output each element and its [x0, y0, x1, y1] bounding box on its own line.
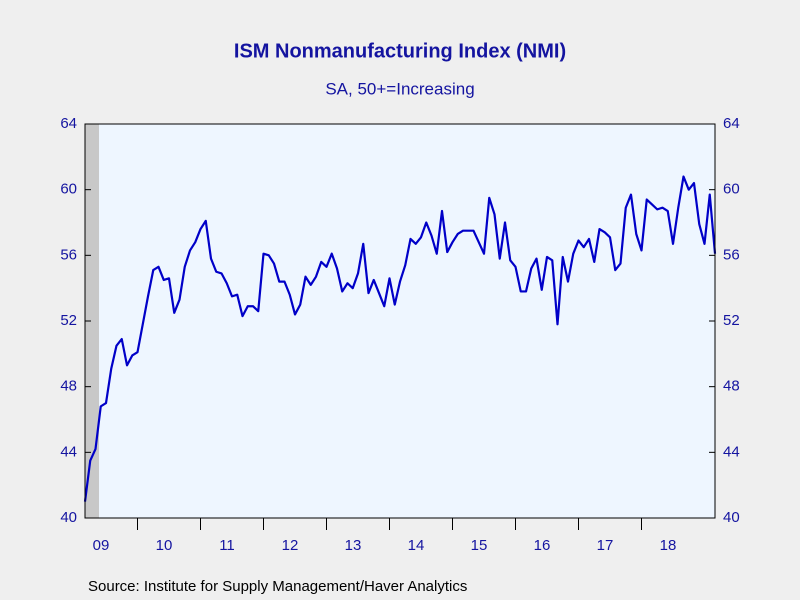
y-tick-label: 44	[60, 443, 77, 460]
y2-tick-label: 40	[723, 509, 740, 526]
source-note: Source: Institute for Supply Management/…	[88, 578, 467, 595]
x-tick-label: 15	[471, 537, 488, 554]
data-line	[83, 175, 717, 502]
recession-shade	[85, 124, 99, 518]
y-tick-label: 60	[60, 181, 77, 198]
x-tick-label: 12	[282, 537, 299, 554]
x-tick-label: 14	[408, 537, 425, 554]
y-tick-label: 64	[60, 115, 77, 132]
x-tick-label: 18	[660, 537, 677, 554]
y2-tick-label: 56	[723, 246, 740, 263]
y-tick-label: 48	[60, 378, 77, 395]
y2-tick-label: 64	[723, 115, 740, 132]
x-tick-label: 17	[597, 537, 614, 554]
chart-subtitle: SA, 50+=Increasing	[325, 79, 474, 98]
plot-area	[85, 124, 715, 518]
y-tick-label: 40	[60, 509, 77, 526]
x-tick-label: 16	[534, 537, 551, 554]
y-tick-label: 56	[60, 246, 77, 263]
chart-title: ISM Nonmanufacturing Index (NMI)	[234, 40, 566, 62]
y2-tick-label: 52	[723, 312, 740, 329]
y2-tick-label: 48	[723, 378, 740, 395]
x-tick-label: 11	[219, 537, 235, 554]
plot-border	[84, 123, 716, 519]
y2-tick-label: 60	[723, 181, 740, 198]
x-tick-label: 09	[93, 537, 110, 554]
x-tick-label: 10	[156, 537, 173, 554]
y2-tick-label: 44	[723, 443, 740, 460]
y-tick-label: 52	[60, 312, 77, 329]
x-tick-label: 13	[345, 537, 362, 554]
marks: 40 44 48 52 56 60 64 40 44 48 52 56 60 64 09 10 11 12 13 14…	[60, 115, 739, 554]
